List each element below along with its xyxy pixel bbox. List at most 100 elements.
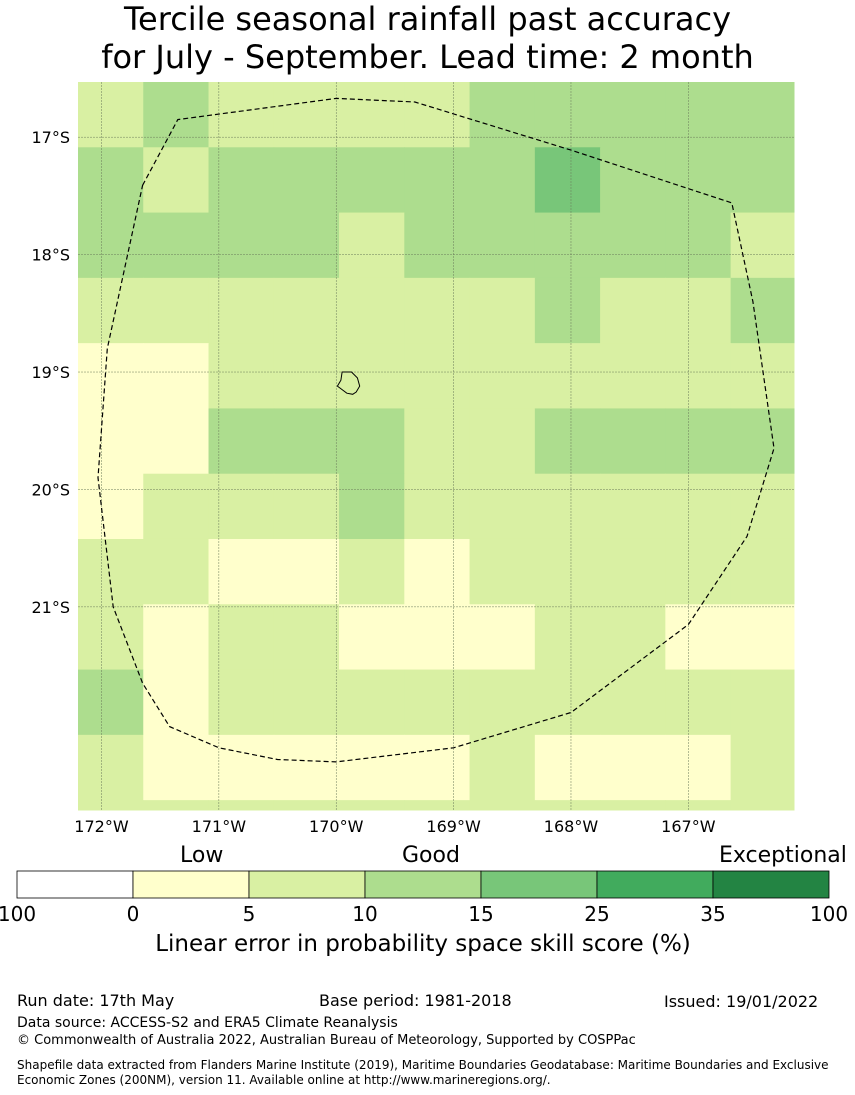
skill-cell bbox=[600, 669, 666, 736]
skill-cell bbox=[404, 669, 471, 736]
latitude-tick-label: 19°S bbox=[31, 363, 70, 382]
copyright: © Commonwealth of Australia 2022, Austra… bbox=[17, 1033, 636, 1048]
skill-cell bbox=[273, 669, 340, 736]
skill-cell bbox=[78, 538, 144, 605]
skill-cell bbox=[273, 82, 340, 148]
skill-cell bbox=[404, 343, 471, 409]
skill-cell bbox=[534, 147, 601, 214]
skill-cell bbox=[730, 473, 795, 540]
skill-cell bbox=[143, 669, 210, 736]
skill-cell bbox=[665, 212, 732, 279]
skill-cell bbox=[469, 473, 536, 540]
longitude-tick-label: 168°W bbox=[544, 817, 599, 836]
colorbar-category-exceptional: Exceptional bbox=[719, 843, 847, 868]
title-line-2: for July - September. Lead time: 2 month bbox=[101, 38, 754, 76]
skill-cell bbox=[78, 473, 144, 540]
skill-cell bbox=[208, 538, 275, 605]
skill-cell bbox=[339, 669, 405, 736]
latitude-tick-label: 17°S bbox=[31, 128, 70, 147]
skill-cell bbox=[730, 212, 795, 279]
skill-cell bbox=[469, 408, 536, 475]
skill-cell bbox=[665, 800, 732, 811]
skill-cell bbox=[273, 343, 340, 409]
skill-cell bbox=[78, 277, 144, 344]
base-period: Base period: 1981-2018 bbox=[319, 991, 512, 1010]
colorbar-category-low: Low bbox=[180, 843, 224, 868]
skill-cell bbox=[208, 669, 275, 736]
skill-cell bbox=[208, 147, 275, 214]
skill-cell bbox=[339, 408, 405, 475]
skill-cell bbox=[404, 212, 471, 279]
skill-cell bbox=[730, 604, 795, 671]
skill-cell bbox=[143, 408, 210, 475]
skill-cell bbox=[730, 82, 795, 148]
skill-cell bbox=[404, 147, 471, 214]
skill-cell bbox=[208, 800, 275, 811]
skill-cell bbox=[730, 343, 795, 409]
skill-cell bbox=[78, 800, 144, 811]
skill-cell bbox=[469, 800, 536, 811]
colorbar-tick-label: 10 bbox=[352, 902, 378, 926]
issued-date: Issued: 19/01/2022 bbox=[664, 992, 819, 1011]
skill-cell bbox=[143, 147, 210, 214]
colorbar-swatch bbox=[480, 870, 598, 899]
skill-cell bbox=[404, 604, 471, 671]
skill-cell bbox=[730, 669, 795, 736]
skill-cell bbox=[273, 734, 340, 801]
skill-cell bbox=[208, 408, 275, 475]
skill-cell bbox=[208, 277, 275, 344]
skill-cell bbox=[665, 277, 732, 344]
skill-cell bbox=[730, 538, 795, 605]
skill-cell bbox=[78, 669, 144, 736]
skill-cell bbox=[600, 82, 666, 148]
colorbar-swatches bbox=[16, 870, 830, 899]
skill-cell bbox=[404, 734, 471, 801]
skill-cell bbox=[534, 734, 601, 801]
skill-cell bbox=[143, 604, 210, 671]
colorbar-swatch bbox=[16, 870, 134, 899]
skill-cell bbox=[665, 669, 732, 736]
skill-cell bbox=[469, 669, 536, 736]
longitude-tick-label: 167°W bbox=[661, 817, 716, 836]
skill-cell bbox=[339, 147, 405, 214]
run-date: Run date: 17th May bbox=[17, 991, 175, 1010]
colorbar-category-good: Good bbox=[402, 843, 460, 868]
skill-cell bbox=[534, 669, 601, 736]
colorbar-tick-label: 15 bbox=[468, 902, 494, 926]
skill-cell bbox=[469, 538, 536, 605]
colorbar-tick-label: 35 bbox=[700, 902, 726, 926]
skill-cell bbox=[665, 604, 732, 671]
skill-cell bbox=[600, 408, 666, 475]
longitude-tick-label: 170°W bbox=[309, 817, 364, 836]
skill-cell bbox=[665, 343, 732, 409]
skill-cell bbox=[208, 212, 275, 279]
colorbar-swatch bbox=[712, 870, 830, 899]
skill-cell bbox=[404, 277, 471, 344]
skill-cell bbox=[273, 800, 340, 811]
latitude-tick-label: 21°S bbox=[31, 598, 70, 617]
skill-cell bbox=[143, 212, 210, 279]
skill-cell bbox=[600, 212, 666, 279]
colorbar-tick-label: 25 bbox=[584, 902, 610, 926]
longitude-tick-label: 169°W bbox=[426, 817, 481, 836]
skill-cell bbox=[404, 538, 471, 605]
skill-cell bbox=[404, 473, 471, 540]
skill-cell bbox=[143, 343, 210, 409]
shapefile-credit-line-2: Economic Zones (200NM), version 11. Avai… bbox=[17, 1073, 551, 1087]
skill-cell bbox=[208, 82, 275, 148]
colorbar-tick-label: 100 bbox=[0, 902, 37, 926]
skill-cell bbox=[339, 277, 405, 344]
latitude-ticks: 17°S 18°S 19°S 20°S 21°S bbox=[31, 128, 70, 617]
skill-cell bbox=[273, 147, 340, 214]
skill-cell bbox=[730, 408, 795, 475]
colorbar-swatch bbox=[364, 870, 482, 899]
skill-cell bbox=[143, 473, 210, 540]
colorbar-swatch bbox=[132, 870, 250, 899]
skill-cell bbox=[600, 800, 666, 811]
data-source: Data source: ACCESS-S2 and ERA5 Climate … bbox=[17, 1015, 398, 1031]
skill-cell bbox=[534, 82, 601, 148]
longitude-ticks: 172°W 171°W 170°W 169°W 168°W 167°W bbox=[74, 817, 715, 836]
skill-cell bbox=[339, 473, 405, 540]
skill-cell bbox=[78, 734, 144, 801]
skill-grid-cells bbox=[78, 82, 795, 811]
